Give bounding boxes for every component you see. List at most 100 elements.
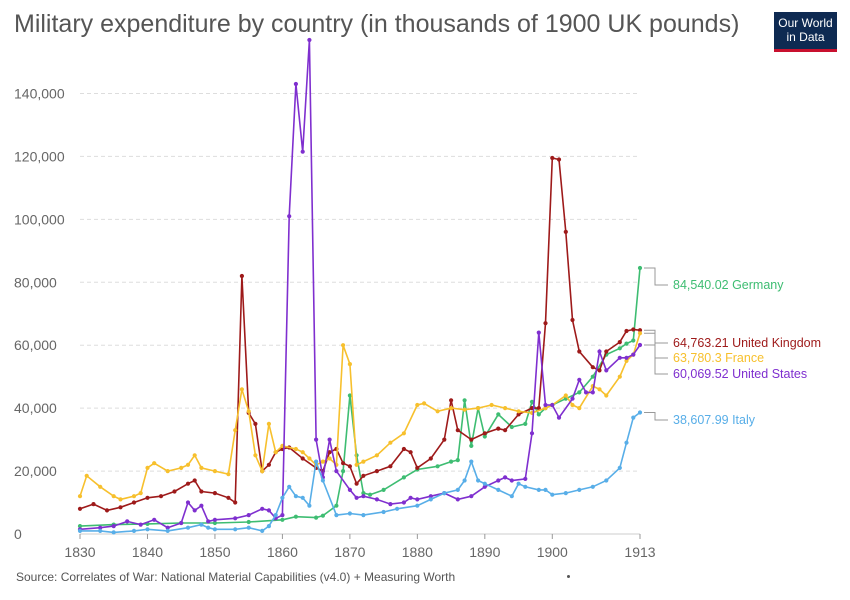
data-point-germany[interactable]: [577, 390, 582, 395]
data-point-germany[interactable]: [624, 341, 629, 346]
data-point-united-states[interactable]: [415, 497, 420, 502]
data-point-italy[interactable]: [307, 503, 312, 508]
data-point-united-states[interactable]: [354, 495, 359, 500]
data-point-italy[interactable]: [637, 410, 643, 415]
data-point-italy[interactable]: [199, 522, 204, 527]
data-point-united-kingdom[interactable]: [408, 450, 413, 455]
data-point-france[interactable]: [212, 469, 217, 474]
data-point-france[interactable]: [165, 469, 170, 474]
data-point-france[interactable]: [435, 409, 440, 414]
data-point-italy[interactable]: [543, 487, 548, 492]
data-point-france[interactable]: [415, 402, 420, 408]
data-point-united-states[interactable]: [98, 525, 103, 530]
data-point-united-states[interactable]: [185, 500, 191, 505]
data-point-united-kingdom[interactable]: [91, 502, 96, 507]
data-point-united-states[interactable]: [604, 368, 609, 373]
data-point-united-states[interactable]: [570, 396, 575, 401]
data-point-france[interactable]: [354, 462, 359, 467]
data-point-united-kingdom[interactable]: [637, 328, 643, 333]
data-point-united-states[interactable]: [260, 506, 265, 511]
data-point-united-kingdom[interactable]: [158, 494, 164, 499]
data-point-united-states[interactable]: [206, 519, 211, 524]
data-point-united-kingdom[interactable]: [415, 465, 420, 470]
data-point-france[interactable]: [253, 453, 258, 458]
data-point-germany[interactable]: [361, 491, 366, 496]
data-point-united-states[interactable]: [293, 81, 298, 87]
data-point-united-states[interactable]: [347, 487, 352, 492]
data-point-germany[interactable]: [462, 398, 467, 403]
data-point-italy[interactable]: [206, 525, 211, 530]
data-point-france[interactable]: [388, 440, 393, 445]
data-point-united-kingdom[interactable]: [428, 456, 433, 461]
data-point-italy[interactable]: [165, 528, 170, 534]
data-point-italy[interactable]: [476, 478, 481, 483]
data-point-united-states[interactable]: [408, 495, 413, 500]
data-point-united-kingdom[interactable]: [617, 340, 622, 345]
data-point-france[interactable]: [624, 358, 629, 363]
data-point-france[interactable]: [422, 401, 427, 406]
data-point-france[interactable]: [604, 393, 609, 398]
data-point-united-states[interactable]: [138, 522, 143, 527]
data-point-united-states[interactable]: [428, 494, 433, 499]
data-point-france[interactable]: [138, 491, 143, 496]
data-point-france[interactable]: [77, 494, 83, 499]
data-point-france[interactable]: [347, 362, 352, 367]
data-point-united-states[interactable]: [624, 355, 629, 360]
data-point-france[interactable]: [266, 421, 271, 426]
data-point-france[interactable]: [131, 494, 137, 499]
data-point-italy[interactable]: [523, 484, 528, 489]
data-point-france[interactable]: [374, 453, 379, 458]
data-point-italy[interactable]: [577, 487, 582, 492]
data-point-united-states[interactable]: [631, 352, 636, 357]
data-point-united-states[interactable]: [529, 431, 535, 436]
data-point-italy[interactable]: [334, 513, 339, 518]
data-point-united-kingdom[interactable]: [131, 500, 137, 505]
data-point-france[interactable]: [273, 450, 278, 455]
data-point-italy[interactable]: [381, 509, 386, 515]
data-point-united-states[interactable]: [152, 517, 157, 522]
data-point-france[interactable]: [637, 331, 643, 336]
data-point-united-kingdom[interactable]: [401, 446, 406, 452]
data-point-united-kingdom[interactable]: [374, 469, 379, 474]
data-point-united-states[interactable]: [307, 37, 312, 43]
data-point-france[interactable]: [300, 450, 305, 455]
data-point-germany[interactable]: [509, 424, 514, 430]
data-point-france[interactable]: [307, 456, 312, 461]
data-point-france[interactable]: [543, 406, 548, 411]
data-point-united-states[interactable]: [536, 330, 541, 335]
data-point-italy[interactable]: [462, 478, 467, 483]
data-point-united-states[interactable]: [246, 513, 251, 518]
data-point-germany[interactable]: [320, 513, 325, 518]
series-line-united-kingdom[interactable]: [79, 157, 641, 512]
data-point-france[interactable]: [293, 446, 298, 452]
series-united-states[interactable]: [77, 37, 643, 532]
data-point-united-states[interactable]: [266, 508, 271, 513]
data-point-germany[interactable]: [293, 514, 298, 519]
data-point-united-states[interactable]: [577, 377, 582, 382]
data-point-germany[interactable]: [496, 412, 501, 417]
data-point-italy[interactable]: [212, 527, 217, 532]
data-point-united-kingdom[interactable]: [239, 273, 244, 279]
data-point-germany[interactable]: [523, 421, 528, 426]
data-point-united-kingdom[interactable]: [631, 327, 636, 332]
data-point-united-kingdom[interactable]: [556, 157, 562, 162]
data-point-italy[interactable]: [631, 415, 636, 420]
data-point-united-kingdom[interactable]: [118, 505, 123, 510]
data-point-italy[interactable]: [273, 513, 278, 518]
data-point-united-kingdom[interactable]: [347, 464, 352, 469]
data-point-germany[interactable]: [617, 346, 622, 351]
data-point-italy[interactable]: [280, 495, 285, 500]
data-point-france[interactable]: [192, 453, 197, 458]
data-point-united-kingdom[interactable]: [550, 155, 555, 161]
data-point-united-states[interactable]: [192, 508, 197, 513]
data-point-germany[interactable]: [590, 374, 595, 379]
data-point-germany[interactable]: [631, 338, 636, 343]
data-point-france[interactable]: [111, 494, 116, 499]
data-point-france[interactable]: [617, 374, 622, 379]
data-point-germany[interactable]: [381, 487, 386, 492]
data-point-france[interactable]: [145, 465, 150, 470]
data-point-italy[interactable]: [428, 497, 433, 502]
data-point-france[interactable]: [185, 462, 191, 467]
data-point-italy[interactable]: [233, 527, 238, 532]
data-point-united-states[interactable]: [199, 503, 204, 508]
